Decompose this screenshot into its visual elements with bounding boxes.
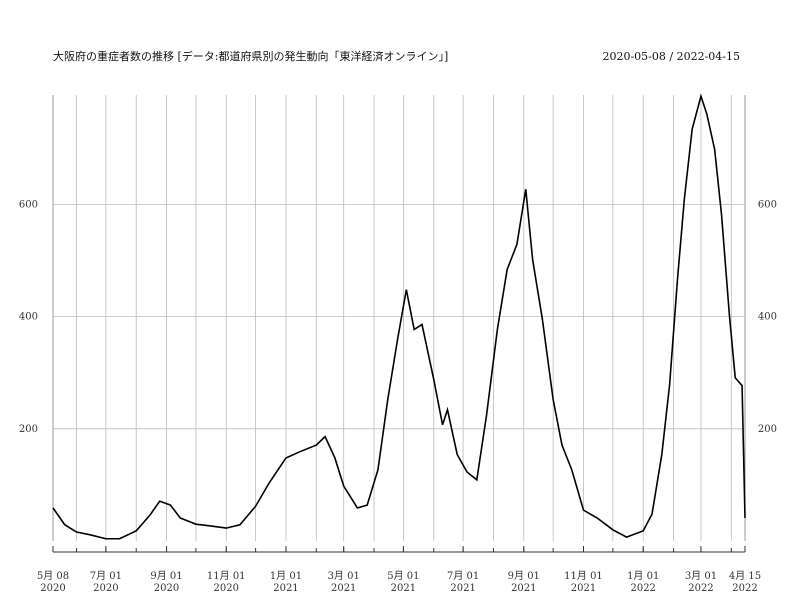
y-tick-label: 600 xyxy=(19,199,38,210)
x-tick-label: 7月 01 2020 xyxy=(90,570,122,594)
x-tick-label: 4月 15 2022 xyxy=(729,570,761,594)
chart-title: 大阪府の重症者数の推移 [データ:都道府県別の発生動向「東洋経済オンライン」] xyxy=(53,49,448,63)
x-tick-label: 1月 01 2022 xyxy=(627,570,659,594)
x-tick-label: 3月 01 2021 xyxy=(328,570,360,594)
y2-tick-label: 400 xyxy=(758,312,777,323)
x-tick-label: 5月 01 2021 xyxy=(387,570,419,594)
chart-subtitle: 2020-05-08 / 2022-04-15 xyxy=(602,50,740,63)
x-tick-label: 3月 01 2022 xyxy=(685,570,717,594)
x-tick-label: 9月 01 2021 xyxy=(508,570,540,594)
y2-tick-label: 600 xyxy=(758,199,777,210)
x-tick-label: 11月 01 2020 xyxy=(207,570,246,594)
x-tick-label: 5月 08 2020 xyxy=(37,570,69,594)
y-tick-label: 200 xyxy=(19,424,38,435)
line xyxy=(52,93,746,540)
y2-tick-label: 200 xyxy=(758,424,777,435)
x-tick-label: 11月 01 2021 xyxy=(564,570,603,594)
x-tick-label: 1月 01 2021 xyxy=(270,570,302,594)
x-tick-label: 7月 01 2021 xyxy=(447,570,479,594)
x-tick-label: 9月 01 2020 xyxy=(150,570,182,594)
y-tick-label: 400 xyxy=(19,312,38,323)
